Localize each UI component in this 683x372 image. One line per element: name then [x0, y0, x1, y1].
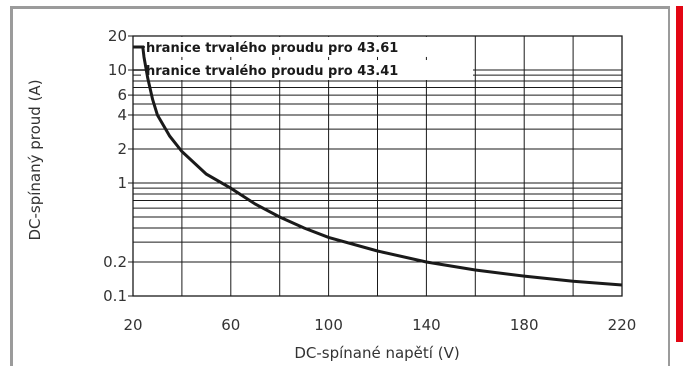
- y-tick-label: 0.2: [103, 253, 127, 271]
- grid: [133, 36, 622, 296]
- y-axis-ticks: 0.1 0.2 1 2 4 6 10 20: [103, 27, 133, 305]
- x-tick-label: 180: [510, 316, 539, 334]
- y-tick-label: 10: [108, 61, 127, 79]
- y-tick-label: 0.1: [103, 287, 127, 305]
- x-tick-label: 220: [608, 316, 637, 334]
- y-tick-label: 1: [117, 174, 127, 192]
- chart-frame: [10, 6, 670, 366]
- plot-area: [132, 35, 623, 297]
- y-tick-label: 4: [117, 106, 127, 124]
- x-axis-ticks: 20 60 100 140 180 220: [123, 316, 636, 334]
- y-tick-label: 6: [117, 86, 127, 104]
- y-axis-label: DC-spínaný proud (A): [26, 79, 44, 240]
- series-line: [133, 45, 623, 287]
- x-tick-label: 20: [123, 316, 142, 334]
- limit-annotation-label: hranice trvalého proudu pro 43.41: [146, 64, 398, 79]
- annotation-box: [141, 36, 473, 57]
- x-tick-label: 140: [412, 316, 441, 334]
- x-tick-label: 100: [314, 316, 343, 334]
- x-tick-label: 60: [221, 316, 240, 334]
- accent-bar: [676, 6, 683, 342]
- y-tick-label: 20: [108, 27, 127, 45]
- y-tick-label: 2: [117, 140, 127, 158]
- annotations: hranice trvalého proudu pro 43.61 hranice…: [133, 36, 473, 81]
- x-axis-label: DC-spínané napětí (V): [294, 344, 459, 362]
- limit-annotation-label: hranice trvalého proudu pro 43.61: [146, 41, 398, 56]
- annotation-box: [141, 60, 473, 81]
